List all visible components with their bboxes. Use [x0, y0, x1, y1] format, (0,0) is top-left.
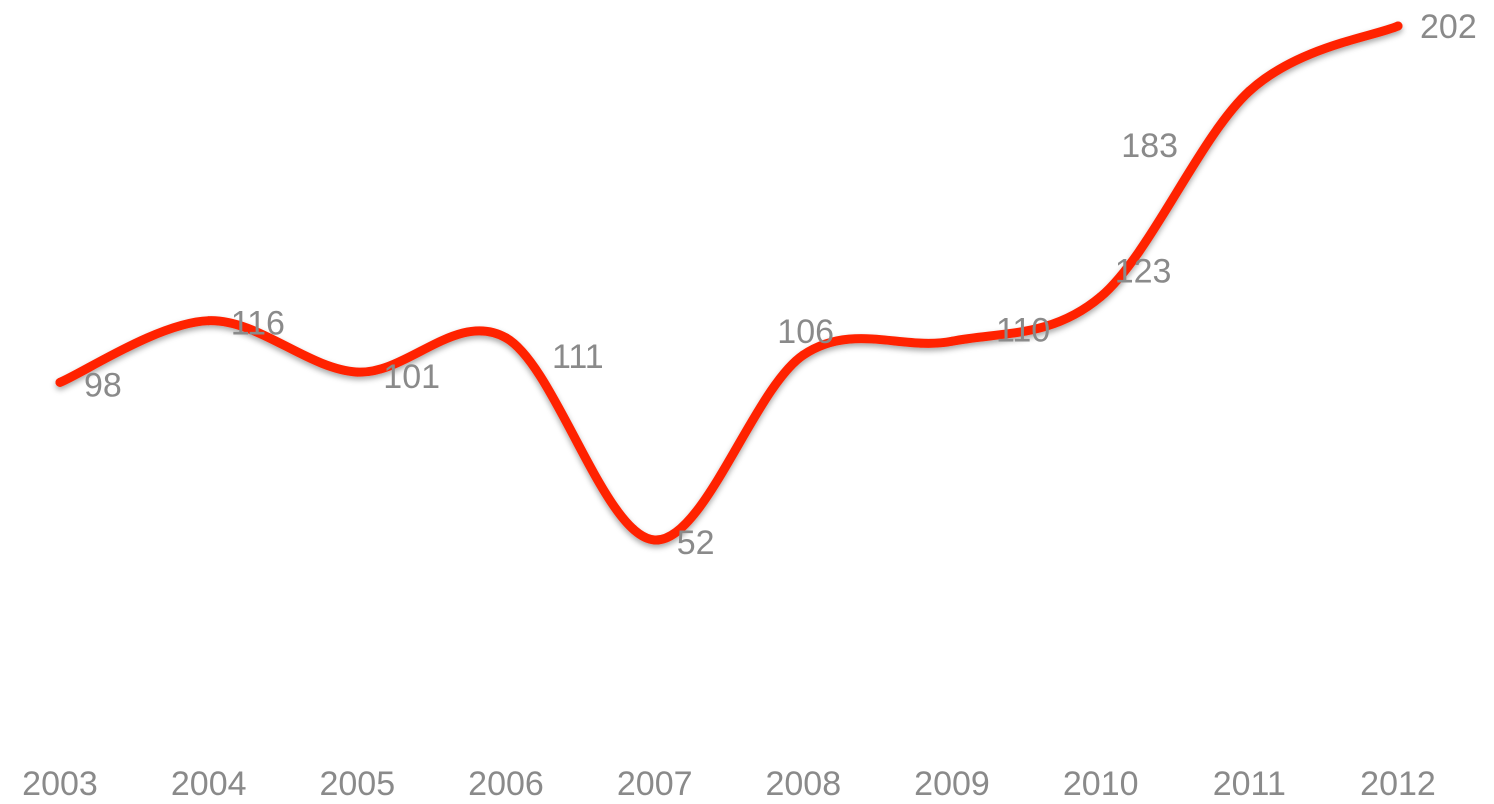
data-point-2011 — [1244, 86, 1254, 96]
x-tick-label-2009: 2009 — [914, 765, 990, 803]
x-tick-label-2010: 2010 — [1063, 765, 1139, 803]
x-tick-label-2004: 2004 — [171, 765, 247, 803]
series-line — [55, 21, 1403, 545]
data-labels: 98 116 101 111 52 106 110 123 183 202 — [84, 8, 1477, 562]
data-label-2011: 183 — [1121, 127, 1178, 165]
data-point-2005 — [352, 367, 362, 377]
data-point-2003 — [55, 377, 65, 387]
x-tick-label-2006: 2006 — [468, 765, 544, 803]
data-label-2012: 202 — [1420, 8, 1477, 46]
data-point-2010 — [1096, 292, 1106, 302]
data-label-2007: 52 — [677, 524, 715, 562]
data-label-2010: 123 — [1115, 253, 1172, 291]
data-point-2012 — [1393, 21, 1403, 31]
series-layer — [55, 21, 1403, 545]
x-tick-label-2011: 2011 — [1213, 765, 1286, 803]
data-label-2008: 106 — [777, 313, 834, 351]
data-point-2004 — [204, 316, 214, 326]
x-tick-label-2003: 2003 — [22, 765, 98, 803]
x-tick-label-2012: 2012 — [1360, 765, 1436, 803]
data-label-2004: 116 — [231, 305, 285, 343]
data-point-2007 — [650, 535, 660, 545]
data-point-2006 — [501, 333, 511, 343]
x-tick-label-2007: 2007 — [617, 765, 693, 803]
data-point-2009 — [947, 336, 957, 346]
data-label-2005: 101 — [383, 358, 440, 396]
data-point-2008 — [798, 350, 808, 360]
x-tick-label-2008: 2008 — [765, 765, 841, 803]
data-label-2006: 111 — [552, 338, 604, 376]
x-tick-label-2005: 2005 — [319, 765, 395, 803]
data-label-2009: 110 — [996, 311, 1050, 349]
data-label-2003: 98 — [84, 366, 122, 404]
x-axis: 2003 2004 2005 2006 2007 2008 2009 2010 2011 2012 — [22, 765, 1436, 803]
